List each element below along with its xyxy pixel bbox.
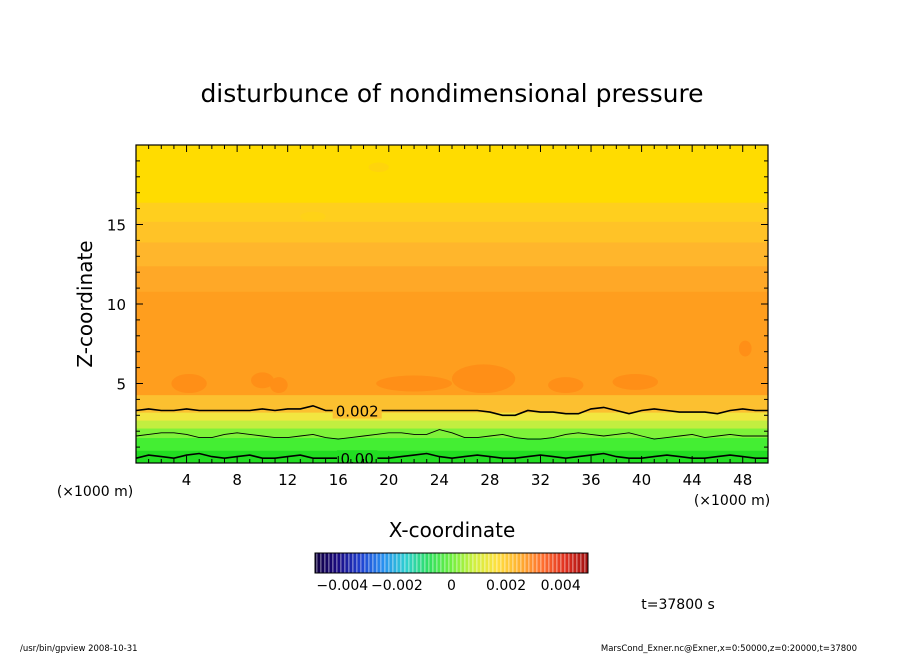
- colorbar-frame: [314, 552, 589, 574]
- x-tick-label: 48: [733, 471, 752, 489]
- patch-9: [368, 162, 389, 173]
- time-label: t=37800 s: [641, 597, 715, 613]
- y-tick-label: 5: [116, 376, 126, 394]
- x-tick-label: 36: [581, 471, 600, 489]
- band-8: [136, 241, 768, 267]
- colorbar-tick-label: 0.004: [541, 578, 581, 594]
- patch-0: [171, 373, 207, 394]
- x-tick-label: 28: [480, 471, 499, 489]
- x-tick-label: 40: [632, 471, 651, 489]
- x-tick-label: 44: [683, 471, 702, 489]
- y-tick-label: 10: [107, 296, 126, 314]
- contour-line-2: [136, 452, 768, 460]
- contour-line-0: [136, 404, 768, 417]
- band-11: [136, 145, 768, 203]
- band-1: [136, 437, 768, 451]
- patch-1: [251, 372, 274, 389]
- y-tick-label: 15: [107, 217, 126, 235]
- x-tick-label: 20: [379, 471, 398, 489]
- x-tick-label: 24: [430, 471, 449, 489]
- contour-line-1: [136, 429, 768, 440]
- chart-title: disturbunce of nondimensional pressure: [200, 79, 703, 108]
- patch-3: [376, 375, 452, 392]
- contour-label-bg-2: [337, 450, 378, 463]
- contour-label-2: 0.00: [340, 450, 373, 468]
- colorbar-tick-label: −0.002: [371, 578, 423, 594]
- x-tick-label: 32: [531, 471, 550, 489]
- x-tick-label: 12: [278, 471, 297, 489]
- band-9: [136, 221, 768, 243]
- band-3: [136, 420, 768, 429]
- x-unit-right: (×1000 m): [694, 493, 770, 509]
- colorbar: −0.004 −0.002 0 0.002 0.004: [314, 552, 589, 594]
- band-4: [136, 412, 768, 421]
- band-10: [136, 202, 768, 222]
- patch-2: [269, 377, 288, 394]
- colorbar-tick-label: 0.002: [486, 578, 526, 594]
- patch-6: [612, 373, 659, 390]
- patch-8: [300, 211, 326, 222]
- contour-label-0: 0.002: [336, 403, 379, 421]
- contour-lines: 0.002 0.00: [136, 402, 768, 468]
- patch-7: [738, 340, 752, 357]
- x-tick-label: 16: [329, 471, 348, 489]
- band-6: [136, 291, 768, 396]
- colorbar-ticks: −0.004 −0.002 0 0.002 0.004: [316, 578, 580, 594]
- colorbar-tick-label: 0: [447, 578, 456, 594]
- x-tick-label: 8: [232, 471, 242, 489]
- x-tick-label: 4: [182, 471, 192, 489]
- band-7: [136, 265, 768, 292]
- band-0: [136, 450, 768, 463]
- patch-4: [452, 364, 516, 394]
- x-unit-left: (×1000 m): [57, 484, 133, 500]
- y-axis-label: Z-coordinate: [73, 240, 97, 367]
- colorbar-stripes: [315, 553, 588, 573]
- footer-left: /usr/bin/gpview 2008-10-31: [20, 644, 138, 654]
- footer-right: MarsCond_Exner.nc@Exner,x=0:50000,z=0:20…: [601, 644, 857, 654]
- colorbar-tick-label: −0.004: [316, 578, 368, 594]
- contour-label-bg-0: [332, 402, 382, 419]
- x-axis-label: X-coordinate: [389, 518, 516, 542]
- patch-5: [548, 377, 584, 394]
- heatmap-field: [136, 145, 768, 463]
